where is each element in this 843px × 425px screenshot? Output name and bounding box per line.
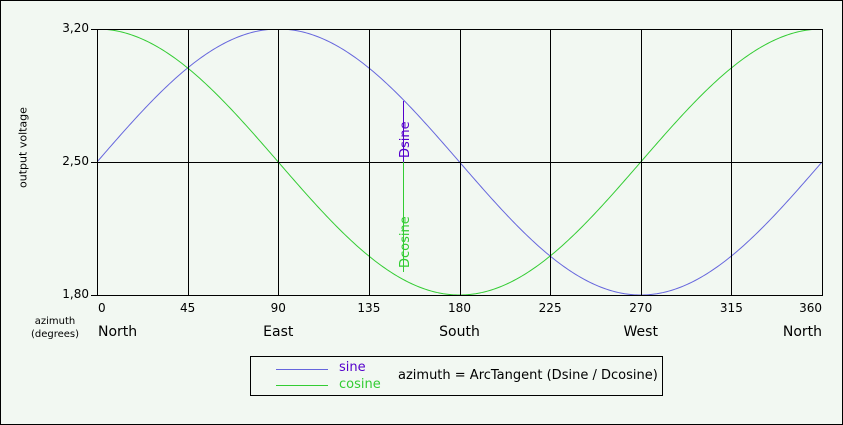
y-tick-label: 2,50 xyxy=(62,154,89,168)
x-axis-title-line1: azimuth xyxy=(34,316,76,327)
legend-label-cosine: cosine xyxy=(339,377,381,392)
x-direction-label: North xyxy=(782,324,822,340)
y-tick-label: 3,20 xyxy=(62,21,89,35)
legend-swatch-cosine xyxy=(276,385,328,386)
legend-label-sine: sine xyxy=(339,360,366,375)
annotation-label-Dcosine: Dcosine xyxy=(398,216,413,269)
x-axis-title: azimuth (degrees) xyxy=(19,315,91,341)
x-tick-label: 180 xyxy=(448,301,471,315)
legend-swatch-sine xyxy=(276,369,328,370)
plot-area: Dsine Dcosine xyxy=(97,29,823,296)
legend: sine cosine azimuth = ArcTangent (Dsine /… xyxy=(250,356,663,396)
legend-formula-text: azimuth = ArcTangent (Dsine / Dcosine) xyxy=(398,368,658,383)
x-tick-label: 0 xyxy=(98,301,106,315)
x-tick-label: 225 xyxy=(538,301,562,315)
annotation-line-Dsine xyxy=(403,101,404,162)
x-tick-label: 315 xyxy=(719,301,743,315)
x-axis-title-line2: (degrees) xyxy=(30,329,80,340)
annotation-line-Dcosine xyxy=(403,162,404,273)
y-axis-tick-labels: 3,20 2,50 1,80 xyxy=(1,1,89,424)
y-tick-mark xyxy=(91,295,97,296)
x-direction-label: East xyxy=(263,324,294,340)
x-direction-label: South xyxy=(439,324,480,340)
x-tick-label: 360 xyxy=(799,301,822,315)
x-tick-label: 45 xyxy=(179,301,196,315)
y-tick-label: 1,80 xyxy=(62,287,89,301)
x-tick-label: 270 xyxy=(629,301,653,315)
x-tick-label: 90 xyxy=(270,301,286,315)
x-direction-label: West xyxy=(623,324,658,340)
gridline-horizontal xyxy=(97,162,823,163)
y-axis-title: output voltage xyxy=(16,107,30,188)
y-tick-mark xyxy=(91,162,97,163)
annotation-label-Dsine: Dsine xyxy=(398,121,413,158)
y-tick-mark xyxy=(91,29,97,30)
x-tick-label: 135 xyxy=(357,301,381,315)
x-direction-label: North xyxy=(98,324,138,340)
